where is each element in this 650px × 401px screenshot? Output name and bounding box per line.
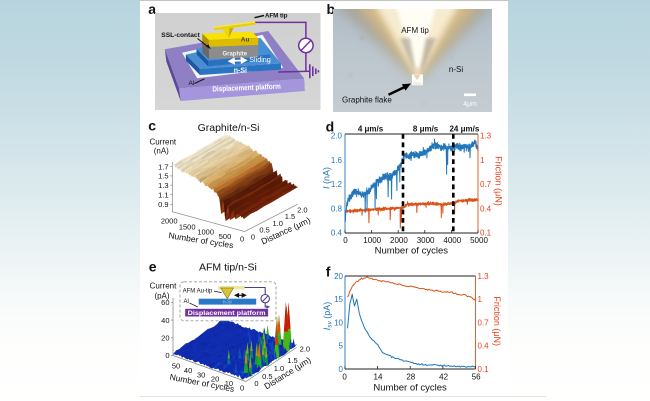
svg-text:n-Si: n-Si xyxy=(223,299,232,305)
svg-text:20: 20 xyxy=(334,272,343,281)
svg-text:8 μm/s: 8 μm/s xyxy=(413,125,439,134)
svg-text:AFM Au-tip: AFM Au-tip xyxy=(183,289,213,295)
svg-text:2.0: 2.0 xyxy=(297,205,307,214)
svg-text:0.8: 0.8 xyxy=(331,204,343,213)
svg-text:1.3: 1.3 xyxy=(158,181,168,190)
svg-text:10: 10 xyxy=(334,318,343,327)
svg-text:(nA): (nA) xyxy=(154,147,169,156)
svg-text:1500: 1500 xyxy=(179,222,196,231)
svg-text:1000: 1000 xyxy=(363,236,381,245)
svg-text:Isv (pA): Isv (pA) xyxy=(322,302,334,331)
svg-text:1.6: 1.6 xyxy=(331,156,343,165)
svg-text:15: 15 xyxy=(334,295,343,304)
svg-text:0.4: 0.4 xyxy=(331,229,343,238)
svg-text:60: 60 xyxy=(161,298,169,307)
svg-text:50: 50 xyxy=(172,362,180,371)
svg-text:28: 28 xyxy=(406,373,415,382)
svg-text:1.5: 1.5 xyxy=(285,212,295,221)
svg-text:4 μm/s: 4 μm/s xyxy=(358,125,384,134)
svg-text:0.7: 0.7 xyxy=(478,318,490,327)
svg-text:Graphite: Graphite xyxy=(223,50,248,57)
svg-text:5: 5 xyxy=(339,342,344,351)
svg-text:1: 1 xyxy=(480,156,485,165)
svg-text:n-Si: n-Si xyxy=(449,65,463,74)
svg-text:0: 0 xyxy=(251,232,255,241)
svg-text:0: 0 xyxy=(343,236,348,245)
svg-text:AFM tip/n-Si: AFM tip/n-Si xyxy=(199,262,257,274)
svg-text:0.4: 0.4 xyxy=(480,204,492,213)
svg-text:2000: 2000 xyxy=(390,236,408,245)
svg-text:Al: Al xyxy=(189,80,195,87)
svg-text:n-Si: n-Si xyxy=(234,67,247,74)
svg-text:Friction (μN): Friction (μN) xyxy=(494,156,504,206)
svg-text:Displacement platform: Displacement platform xyxy=(188,311,266,317)
svg-text:24 μm/s: 24 μm/s xyxy=(449,125,479,134)
svg-text:SSL-contact: SSL-contact xyxy=(161,32,200,39)
svg-text:0: 0 xyxy=(342,373,347,382)
svg-text:1.7: 1.7 xyxy=(158,162,168,171)
svg-text:Current: Current xyxy=(150,281,177,290)
svg-text:e: e xyxy=(149,258,157,274)
svg-text:c: c xyxy=(148,117,156,133)
svg-text:Current: Current xyxy=(149,137,176,146)
svg-text:1: 1 xyxy=(478,295,483,304)
svg-text:1.3: 1.3 xyxy=(480,132,492,141)
svg-text:0: 0 xyxy=(240,383,244,392)
svg-text:f: f xyxy=(326,264,331,280)
svg-text:0: 0 xyxy=(165,351,169,360)
svg-text:Au: Au xyxy=(241,36,250,43)
svg-text:Friction (μN): Friction (μN) xyxy=(492,296,502,346)
svg-text:Number of cycles: Number of cycles xyxy=(373,383,447,394)
svg-text:20: 20 xyxy=(161,334,169,343)
svg-text:40: 40 xyxy=(161,316,169,325)
svg-text:56: 56 xyxy=(472,373,481,382)
svg-text:0.9: 0.9 xyxy=(158,200,168,209)
svg-text:AFM tip: AFM tip xyxy=(401,26,429,35)
svg-text:1.5: 1.5 xyxy=(158,172,168,181)
svg-text:1.2: 1.2 xyxy=(331,180,343,189)
svg-text:5000: 5000 xyxy=(470,236,488,245)
svg-text:Graphite/n-Si: Graphite/n-Si xyxy=(198,122,260,134)
svg-text:Al: Al xyxy=(184,299,189,305)
svg-text:2.0: 2.0 xyxy=(300,345,310,354)
svg-text:4μm: 4μm xyxy=(463,101,477,108)
svg-text:3000: 3000 xyxy=(417,236,435,245)
svg-text:AFM tip: AFM tip xyxy=(265,13,288,20)
svg-text:4000: 4000 xyxy=(443,236,461,245)
svg-text:Sliding: Sliding xyxy=(249,55,271,64)
svg-text:2.0: 2.0 xyxy=(331,132,343,141)
svg-text:0.4: 0.4 xyxy=(478,342,490,351)
svg-text:2000: 2000 xyxy=(161,217,178,226)
svg-text:0: 0 xyxy=(254,379,258,388)
svg-text:0.7: 0.7 xyxy=(480,180,492,189)
svg-text:Number of cycles: Number of cycles xyxy=(375,246,449,257)
svg-text:Graphite flake: Graphite flake xyxy=(342,96,392,105)
svg-text:1.3: 1.3 xyxy=(478,272,490,281)
svg-text:1.1: 1.1 xyxy=(158,190,168,199)
svg-text:I (nA): I (nA) xyxy=(322,167,332,189)
svg-text:42: 42 xyxy=(439,373,448,382)
svg-text:0: 0 xyxy=(240,234,244,243)
svg-text:14: 14 xyxy=(374,373,383,382)
